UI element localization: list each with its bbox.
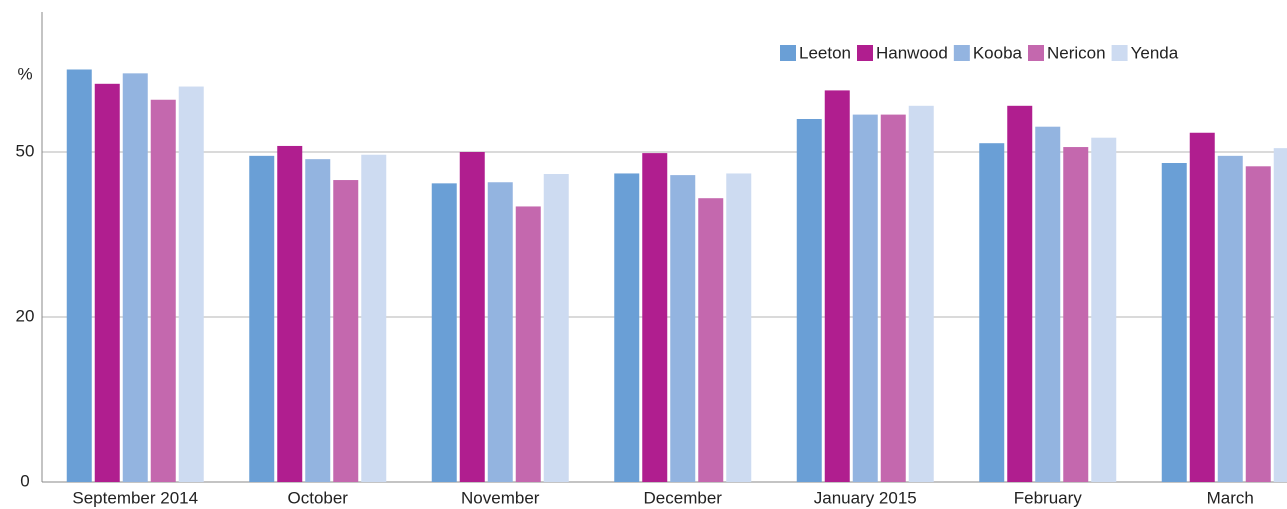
bar	[1161, 163, 1187, 482]
x-tick-label: September 2014	[72, 488, 198, 507]
bar	[66, 69, 92, 482]
x-tick-label: February	[1014, 488, 1083, 507]
legend-swatch	[1028, 45, 1044, 61]
bar	[1189, 132, 1215, 482]
bar	[1063, 147, 1089, 483]
bar	[150, 99, 176, 482]
x-tick-label: November	[461, 488, 540, 507]
legend-swatch	[780, 45, 796, 61]
legend: Leeton Hanwood Kooba Nericon Yenda	[780, 43, 1179, 62]
bar	[277, 145, 303, 482]
bar	[979, 143, 1005, 482]
bar	[1273, 148, 1287, 482]
bar	[726, 173, 752, 482]
legend-label: Hanwood	[876, 43, 948, 62]
bar	[515, 206, 541, 482]
bar	[642, 153, 668, 482]
bar	[178, 86, 204, 483]
y-tick-label: 0	[20, 471, 29, 490]
bar	[122, 73, 148, 482]
bar	[1091, 137, 1117, 482]
bar	[1007, 105, 1033, 483]
legend-label: Nericon	[1047, 43, 1106, 62]
bar	[305, 159, 331, 482]
legend-swatch	[953, 45, 970, 61]
bar	[824, 90, 850, 483]
bar	[1217, 155, 1243, 482]
bar	[543, 174, 569, 482]
bar	[1245, 166, 1271, 483]
bar	[249, 155, 275, 482]
bar	[333, 180, 359, 483]
bar	[880, 114, 906, 482]
bar	[614, 173, 640, 482]
bar	[698, 198, 724, 482]
bar	[459, 152, 485, 482]
legend-label: Yenda	[1131, 43, 1179, 62]
bar	[94, 83, 120, 483]
bar	[908, 105, 934, 483]
y-axis-label: %	[17, 64, 32, 83]
bar	[670, 175, 696, 482]
legend-swatch	[857, 45, 873, 61]
bar	[796, 119, 822, 482]
x-tick-label: December	[644, 488, 723, 507]
y-tick-label: 50	[16, 141, 35, 160]
y-tick-label: 20	[16, 306, 35, 325]
x-tick-label: October	[288, 488, 349, 507]
bar	[852, 114, 878, 482]
bar	[1035, 126, 1061, 482]
legend-label: Kooba	[973, 43, 1023, 62]
bar	[431, 183, 457, 482]
x-tick-label: March	[1207, 488, 1254, 507]
legend-label: Leeton	[799, 43, 851, 62]
legend-swatch	[1111, 45, 1128, 61]
bar	[361, 154, 387, 482]
x-tick-label: January 2015	[814, 488, 917, 507]
bar	[487, 182, 513, 482]
